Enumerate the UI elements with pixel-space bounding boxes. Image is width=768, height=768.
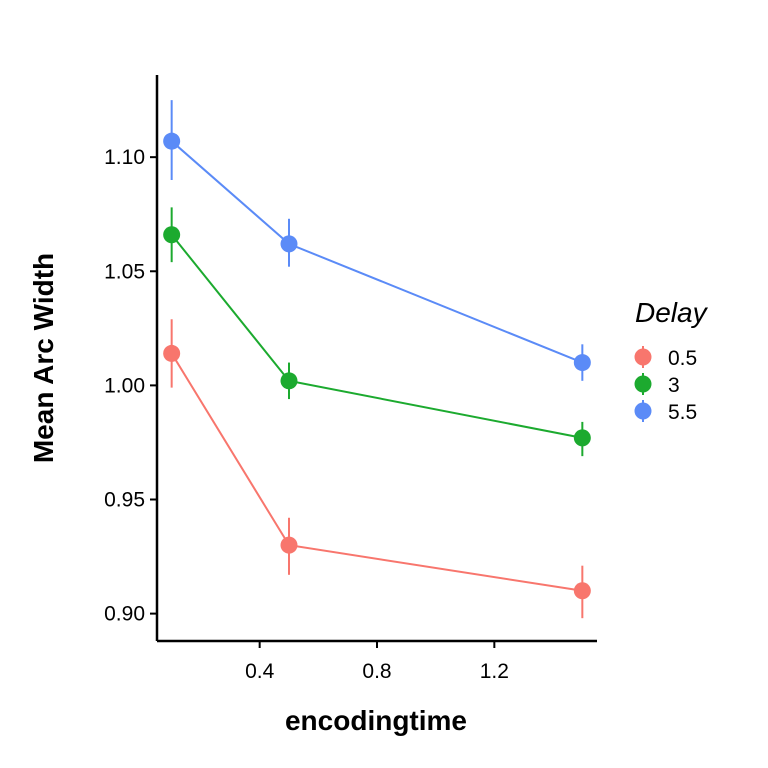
y-tick-label: 0.95 (104, 489, 145, 512)
legend-key-point (634, 348, 652, 366)
legend: Delay 0.5 3 5.5 (634, 297, 709, 424)
data-point (280, 372, 298, 390)
legend-key-point (634, 402, 652, 420)
y-tick-label: 1.00 (104, 374, 145, 397)
legend-label: 0.5 (668, 347, 697, 370)
x-tick-label: 1.2 (480, 660, 509, 683)
y-axis-title: Mean Arc Width (28, 253, 59, 463)
x-ticks: 0.4 0.8 1.2 (245, 641, 509, 683)
data-point (163, 344, 181, 362)
legend-label: 3 (668, 374, 680, 397)
legend-title: Delay (635, 297, 709, 328)
legend-key-point (634, 375, 652, 393)
data-point (163, 132, 181, 150)
series-line (170, 352, 583, 592)
data-point (573, 354, 591, 372)
data-point (280, 235, 298, 253)
data-point (280, 536, 298, 554)
data-point (573, 582, 591, 600)
series-line (171, 140, 583, 364)
series-0.5 (163, 319, 591, 619)
x-tick-label: 0.8 (362, 660, 391, 683)
legend-item: 5.5 (634, 400, 697, 424)
series-3 (163, 207, 591, 457)
legend-item: 3 (634, 373, 680, 397)
legend-item: 0.5 (634, 346, 697, 370)
x-tick-label: 0.4 (245, 660, 275, 683)
y-tick-label: 1.10 (104, 146, 145, 169)
y-tick-label: 1.05 (104, 260, 145, 283)
y-tick-label: 0.90 (104, 603, 145, 626)
legend-items: 0.5 3 5.5 (634, 346, 697, 424)
y-ticks: 0.90 0.95 1.00 1.05 1.10 (104, 146, 157, 626)
axes (155, 75, 597, 643)
x-axis-title: encodingtime (285, 705, 467, 736)
data-point (163, 226, 181, 244)
legend-label: 5.5 (668, 401, 697, 424)
series-layer (163, 100, 591, 619)
data-point (573, 429, 591, 447)
series-line (170, 234, 583, 439)
series-5.5 (163, 100, 591, 381)
